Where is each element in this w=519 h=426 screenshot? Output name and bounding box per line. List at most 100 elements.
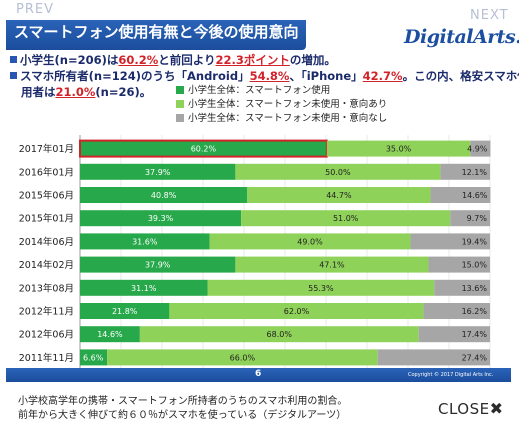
slide-title: スマートフォン使用有無と今後の使用意向 （小学生全体） <box>14 22 366 45</box>
next-button[interactable]: NEXT <box>470 8 509 23</box>
bar-segment <box>80 279 208 296</box>
bar-segment <box>235 256 429 273</box>
slide-title-main: スマートフォン使用有無と今後の使用意向 <box>14 23 299 41</box>
data-label: 9.7% <box>467 214 488 223</box>
bullet-2: スマホ所有者(n=124)のうち「Android」54.8%、「iPhone」4… <box>10 68 519 84</box>
bullet-highlight: 60.2% <box>118 53 159 67</box>
data-label: 31.1% <box>131 284 157 293</box>
category-label: 2014年06月 <box>19 236 74 248</box>
bar-segment <box>450 210 490 227</box>
bullet-square-icon <box>10 72 17 79</box>
data-label: 12.1% <box>462 168 488 177</box>
slide: PREV NEXT スマートフォン使用有無と今後の使用意向 （小学生全体） Dig… <box>6 2 519 382</box>
bullet-highlight: 21.0% <box>55 85 96 99</box>
bar-segment <box>326 140 471 157</box>
footer-bar <box>6 368 511 382</box>
legend-item-series1: 小学生全体：スマートフォン使用 <box>176 84 387 98</box>
bullet-highlight: 22.3ポイント <box>215 53 290 67</box>
bar-segment <box>169 303 424 319</box>
category-label: 2017年01月 <box>19 143 74 155</box>
data-label: 40.8% <box>151 191 177 200</box>
bar-segment <box>440 163 490 180</box>
close-label: CLOSE <box>438 400 490 418</box>
bullet-text: スマホ所有者(n=124)のうち「Android」 <box>20 69 250 83</box>
data-label: 16.2% <box>462 307 488 316</box>
bar-segment <box>470 140 491 157</box>
image-caption: 小学校高学年の携帯・スマートフォン所持者のうちのスマホ利用の割合。 前年から大き… <box>18 395 347 423</box>
caption-line-1: 小学校高学年の携帯・スマートフォン所持者のうちのスマホ利用の割合。 <box>18 396 348 407</box>
legend-item-series3: 小学生全体：スマートフォン未使用・意向なし <box>176 112 387 126</box>
data-label: 51.0% <box>333 214 359 223</box>
data-label: 21.8% <box>112 307 138 316</box>
bar-segment <box>247 187 431 203</box>
bar-segment <box>80 349 108 366</box>
data-label: 15.0% <box>462 261 488 270</box>
data-label: 50.0% <box>325 168 351 177</box>
bar-segment <box>428 256 490 273</box>
bar-segment <box>434 279 490 296</box>
bar-segment <box>80 163 236 180</box>
bar-segment <box>423 303 490 319</box>
bullet-square-icon <box>10 56 17 63</box>
bar-segment <box>430 187 491 203</box>
copyright: Copyright © 2017 Digital Arts Inc. <box>408 372 494 378</box>
close-icon: ✖ <box>489 399 504 418</box>
data-label: 31.6% <box>132 237 158 246</box>
caption-line-2: 前年から大きく伸びて約６０％がスマホを使っている（デジタルアーツ） <box>18 410 347 421</box>
bar-segment <box>80 303 170 319</box>
bullet-text: (n=26)。 <box>95 85 152 99</box>
legend-swatch <box>176 113 184 122</box>
data-label: 6.6% <box>83 353 104 362</box>
bar-segment <box>80 256 236 273</box>
bullet-2-continued: 用者は21.0%(n=26)。 <box>21 84 151 100</box>
close-button[interactable]: CLOSE✖ <box>438 399 504 418</box>
data-label: 4.9% <box>467 145 488 154</box>
title-bar <box>6 20 306 50</box>
chart-legend: 小学生全体：スマートフォン使用 小学生全体：スマートフォン未使用・意向あり 小学… <box>176 84 387 126</box>
bullet-text: 小学生(n=206)は <box>20 53 119 67</box>
bullet-1: 小学生(n=206)は60.2%と前回より22.3ポイントの増加。 <box>10 52 336 68</box>
digitalarts-logo: DigitalArts. <box>404 26 519 48</box>
bar-segment <box>139 326 419 343</box>
bullet-text: 用者は <box>21 85 56 99</box>
data-label: 66.0% <box>230 353 256 362</box>
data-label: 62.0% <box>284 307 310 316</box>
data-label: 49.0% <box>297 237 323 246</box>
bar-segment <box>207 279 435 296</box>
bullet-text: と前回より <box>158 53 216 67</box>
data-label: 60.2% <box>191 145 217 154</box>
bar-segment <box>209 233 411 250</box>
data-label: 55.3% <box>308 284 334 293</box>
data-label: 13.6% <box>462 284 488 293</box>
category-label: 2011年11月 <box>19 352 74 364</box>
data-label: 19.4% <box>462 237 488 246</box>
category-label: 2014年02月 <box>19 259 74 271</box>
category-label: 2012年11月 <box>19 306 74 318</box>
bar-segment <box>80 210 242 227</box>
data-label: 68.0% <box>267 330 293 339</box>
data-label: 37.9% <box>145 168 171 177</box>
bullet-highlight: 54.8% <box>249 69 290 83</box>
data-label: 27.4% <box>462 353 488 362</box>
bar-segment <box>410 233 490 250</box>
data-label: 47.1% <box>319 261 345 270</box>
bar-segment <box>107 349 378 366</box>
category-label: 2016年01月 <box>19 166 74 178</box>
bar-segment <box>80 233 210 250</box>
bullet-text: 。この内、格安スマホ使 <box>402 69 519 83</box>
legend-label: 小学生全体：スマートフォン使用 <box>188 85 331 96</box>
bullet-highlight: 42.7% <box>362 69 403 83</box>
data-label: 44.7% <box>326 191 352 200</box>
legend-swatch <box>176 85 184 94</box>
category-label: 2013年08月 <box>19 282 74 294</box>
bar-segment <box>377 349 490 366</box>
category-label: 2015年06月 <box>19 190 74 202</box>
data-label: 39.3% <box>148 214 174 223</box>
bar-segment <box>235 163 441 180</box>
bullet-text: の増加。 <box>289 53 336 67</box>
bullet-text: 、「iPhone」 <box>289 69 363 83</box>
legend-label: 小学生全体：スマートフォン未使用・意向あり <box>188 99 388 110</box>
prev-button[interactable]: PREV <box>16 2 54 17</box>
data-label: 14.6% <box>97 330 123 339</box>
bar-segment <box>418 326 490 343</box>
